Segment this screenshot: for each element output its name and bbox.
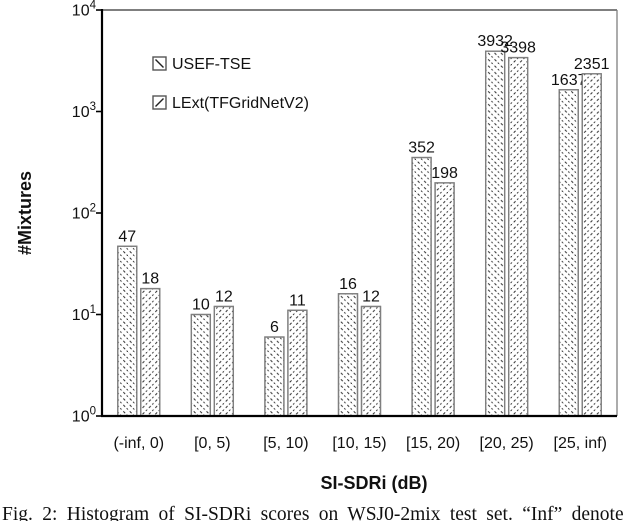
legend-swatch-hatch [155, 59, 164, 68]
bar-hatch [287, 309, 308, 417]
y-tick-label: 100 [72, 406, 96, 426]
value-label: 6 [270, 319, 279, 336]
value-label: 198 [431, 165, 458, 182]
x-tick-label: [0, 5) [194, 435, 230, 452]
bar-hatch [434, 182, 455, 417]
bar-hatch [140, 287, 161, 417]
x-tick-label: [20, 25) [480, 435, 534, 452]
value-label: 3932 [477, 33, 513, 50]
y-tick-label: 101 [72, 304, 96, 324]
bar-hatch [360, 305, 382, 417]
value-label: 47 [118, 228, 136, 245]
histogram-chart: 47 10 6 16 352 3932 1637 18 12 11 12 198 3398 2351 100… [15, 0, 618, 493]
bar-hatch [117, 245, 138, 417]
x-tick-label: (-inf, 0) [113, 435, 164, 452]
legend-swatch-hatch [155, 98, 164, 107]
value-label: 12 [362, 288, 380, 305]
bar-hatch [581, 73, 602, 417]
value-label: 3398 [500, 40, 536, 57]
bar-hatch [507, 56, 529, 417]
x-axis-title: SI-SDRi (dB) [321, 473, 428, 493]
y-axis-title: #Mixtures [15, 171, 35, 255]
value-label: 18 [141, 271, 159, 288]
value-label: 10 [192, 297, 210, 314]
value-label: 352 [408, 140, 435, 157]
bar-hatch [484, 50, 506, 417]
y-tick-label: 104 [72, 0, 97, 20]
bar-hatch [337, 293, 359, 417]
value-label: 16 [339, 276, 357, 293]
legend-label: USEF-TSE [172, 56, 251, 73]
bar-hatch [190, 313, 212, 417]
bar-hatch [558, 89, 579, 417]
x-tick-label: [10, 15) [332, 435, 386, 452]
figure-caption: Fig. 2: Histogram of SI-SDRi scores on W… [2, 504, 624, 521]
x-tick-label: [15, 20) [406, 435, 460, 452]
y-tick-label: 103 [72, 101, 96, 121]
bar-hatch [213, 305, 235, 417]
x-tick-label: [25, inf) [554, 435, 607, 452]
value-label: 12 [215, 288, 233, 305]
y-tick-label: 102 [72, 203, 96, 223]
value-label: 2351 [574, 56, 610, 73]
x-tick-label: [5, 10) [263, 435, 308, 452]
bar-hatch [411, 156, 432, 417]
bar-hatch [264, 336, 285, 417]
value-label: 11 [289, 292, 306, 309]
legend-label: LExt(TFGridNetV2) [172, 95, 309, 112]
value-label: 1637 [551, 72, 587, 89]
